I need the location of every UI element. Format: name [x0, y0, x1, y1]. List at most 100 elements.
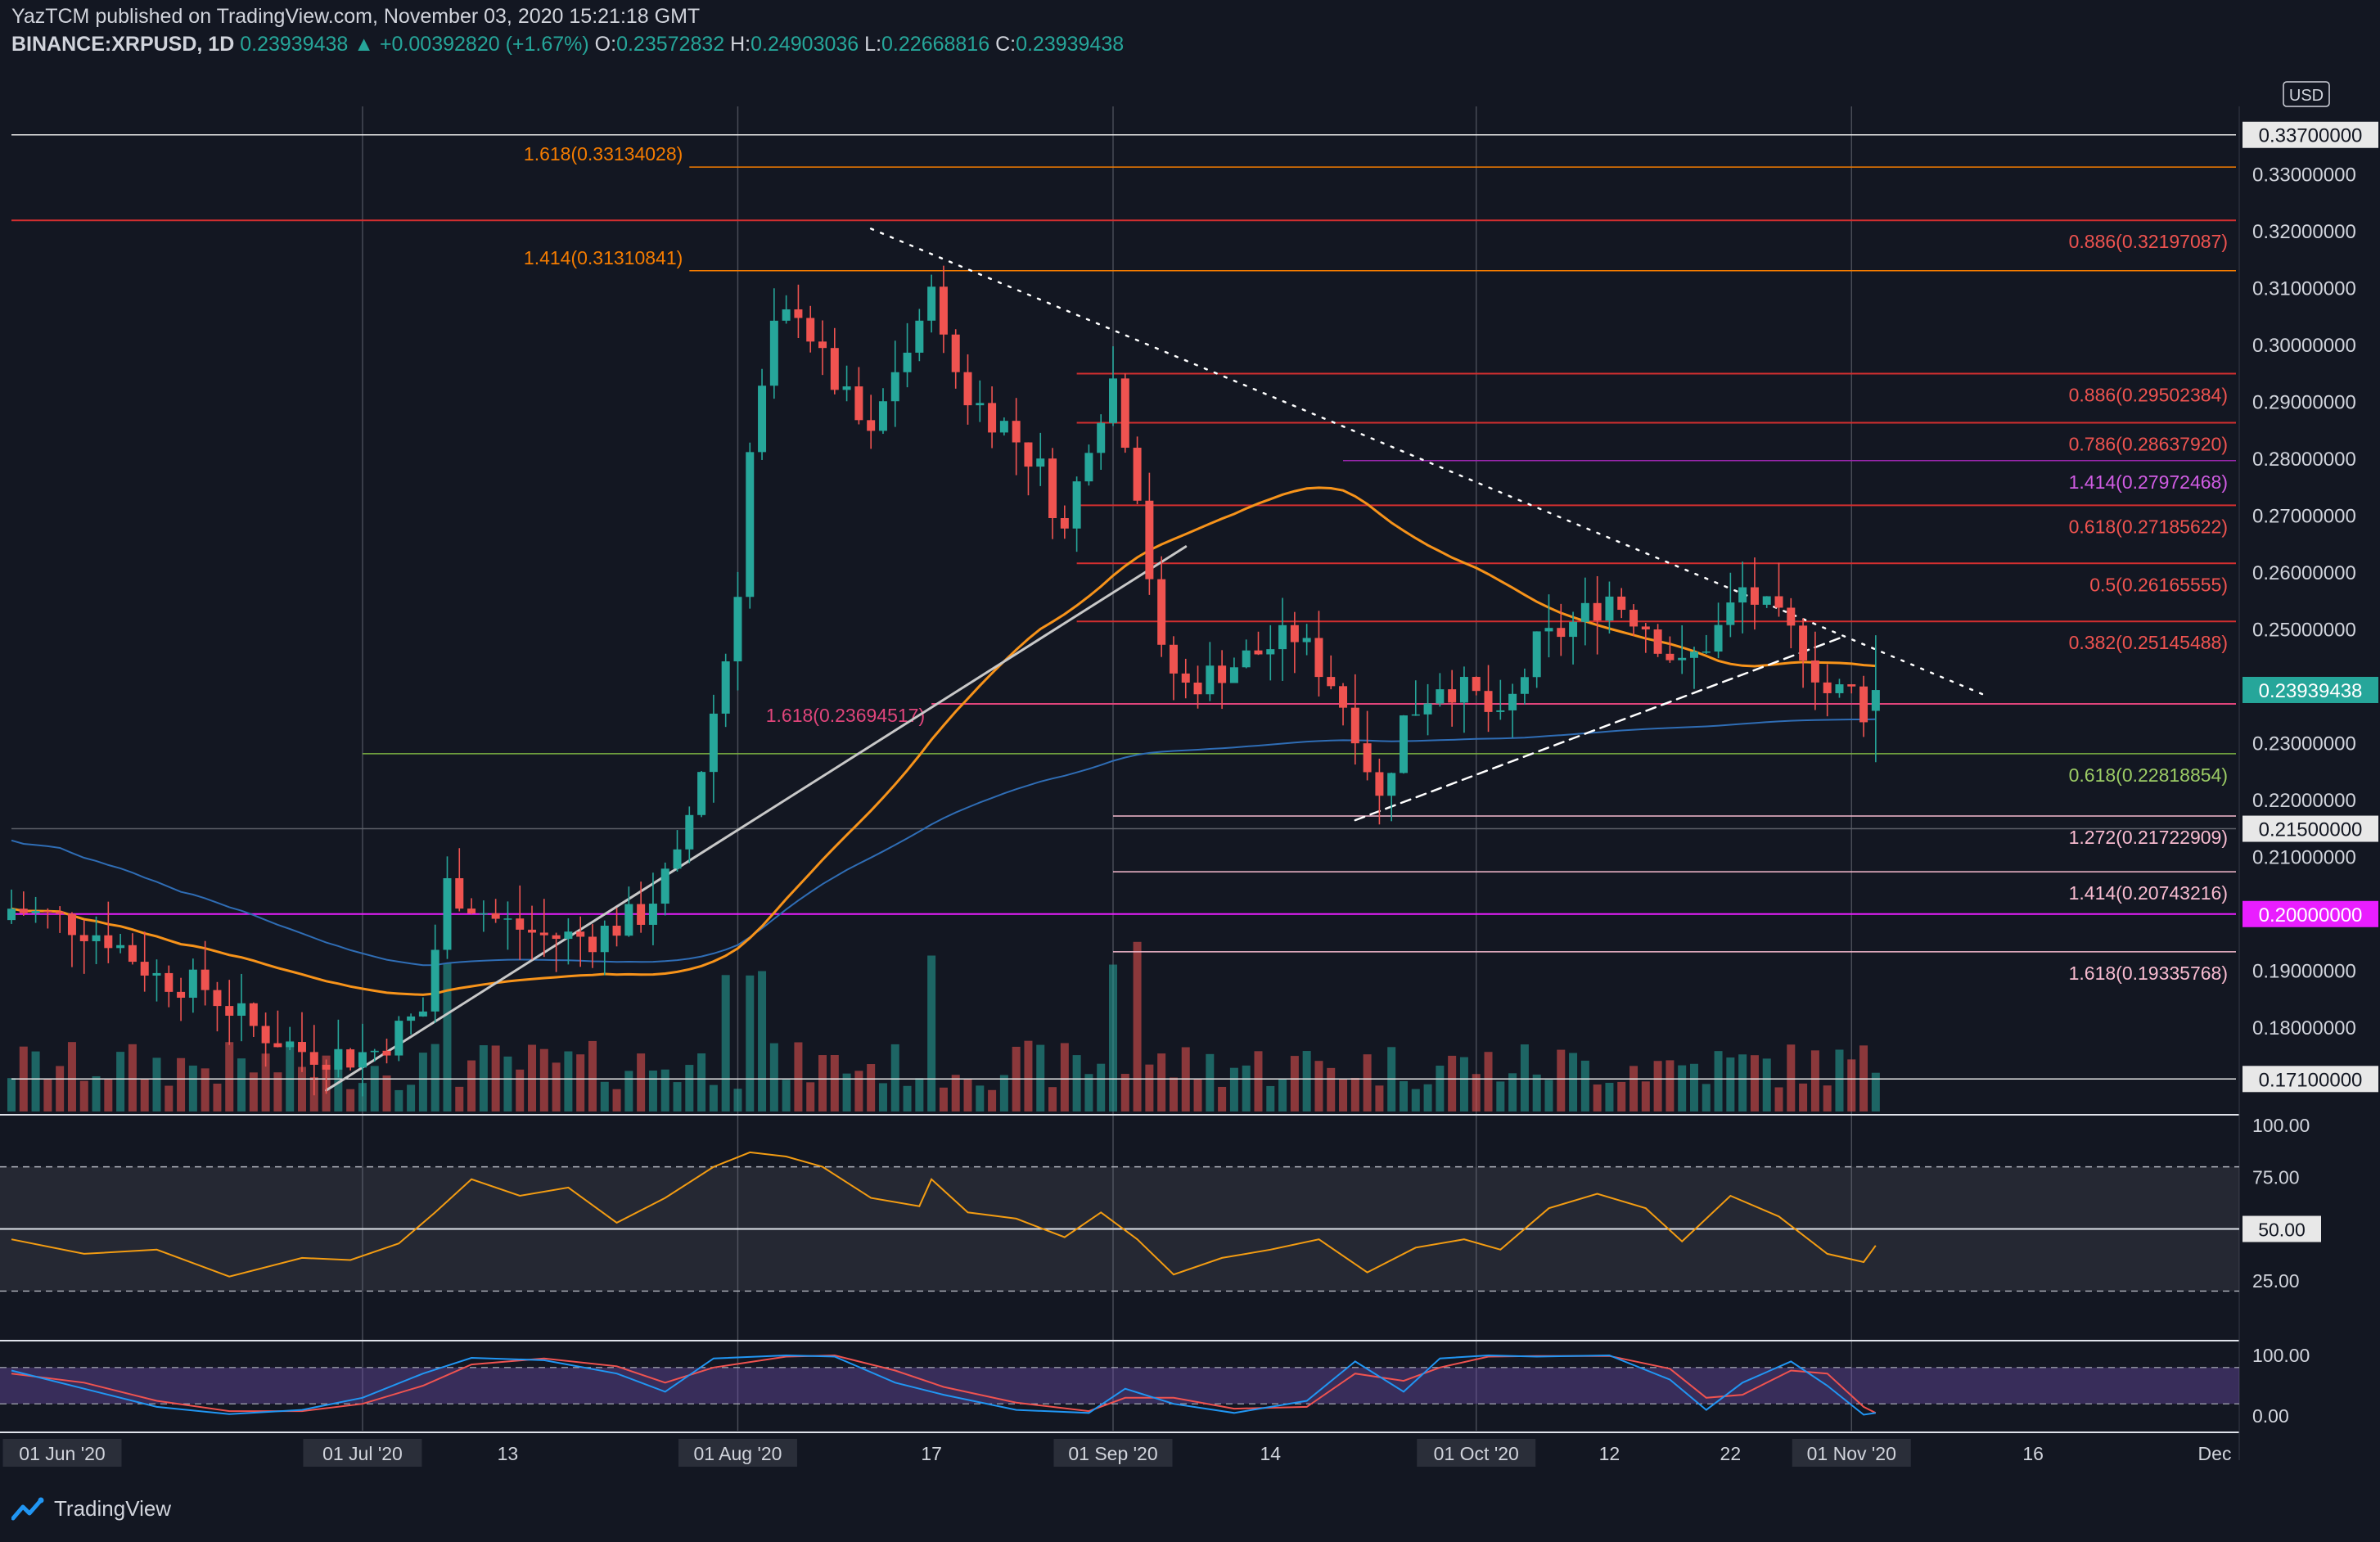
candle-body — [407, 1017, 415, 1021]
volume-bar — [915, 1078, 923, 1111]
tradingview-logo[interactable]: TradingView — [11, 1496, 171, 1522]
open-value: 0.23572832 — [616, 33, 724, 56]
candle-body — [661, 868, 669, 904]
candle-body — [1291, 625, 1299, 642]
candle-body — [1424, 703, 1432, 714]
volume-bar — [1763, 1058, 1771, 1111]
publish-info: YazTCM published on TradingView.com, Nov… — [11, 5, 700, 29]
price-tick-label: 0.29000000 — [2252, 391, 2356, 413]
volume-bar — [7, 1078, 16, 1111]
candle-body — [1084, 453, 1093, 481]
candle-body — [624, 904, 633, 936]
candle-body — [1629, 610, 1638, 626]
volume-bar — [237, 1058, 246, 1111]
volume-bar — [1557, 1050, 1565, 1111]
candle-body — [32, 911, 40, 913]
candle-body — [358, 1052, 367, 1067]
volume-bar — [68, 1042, 76, 1111]
volume-bar — [1036, 1045, 1044, 1111]
volume-bar — [1048, 1087, 1057, 1111]
volume-bar — [92, 1076, 101, 1111]
volume-bar — [286, 1041, 294, 1111]
time-tick-label: 12 — [1599, 1443, 1620, 1464]
symbol-name[interactable]: BINANCE:XRPUSD, 1D — [11, 33, 234, 56]
candle-body — [1448, 689, 1456, 702]
candle-body — [104, 936, 112, 949]
candle-body — [250, 1003, 258, 1026]
candle-body — [964, 372, 972, 405]
candle-body — [782, 309, 791, 321]
candle-body — [1702, 652, 1711, 653]
volume-bar — [467, 1061, 476, 1111]
volume-bar — [104, 1079, 112, 1111]
stoch-band — [0, 1368, 2239, 1404]
volume-bar — [1726, 1057, 1734, 1111]
candle-body — [576, 931, 584, 936]
volume-bar — [1472, 1074, 1481, 1111]
volume-bar — [141, 1079, 149, 1111]
volume-bar — [1654, 1061, 1662, 1111]
candle-body — [1000, 421, 1008, 432]
candle-body — [843, 386, 851, 390]
candle-body — [1617, 597, 1625, 610]
candle-body — [1557, 628, 1565, 637]
low-label: L: — [864, 33, 881, 56]
candle-body — [68, 914, 76, 936]
time-tick-label: 01 Nov '20 — [1807, 1443, 1896, 1464]
candle-body — [613, 926, 621, 936]
volume-bar — [1460, 1057, 1468, 1111]
volume-bar — [1666, 1060, 1674, 1111]
candle-body — [431, 950, 439, 1012]
stoch-tick-label: 0.00 — [2252, 1405, 2289, 1427]
candle-body — [286, 1042, 294, 1047]
candle-body — [904, 353, 912, 372]
brand-name: TradingView — [54, 1496, 171, 1522]
volume-bar — [806, 1082, 814, 1111]
fib-level-label: 0.618(0.22818854) — [2069, 764, 2228, 786]
candle-body — [867, 420, 875, 431]
candle-body — [758, 386, 766, 452]
volume-bar — [1073, 1055, 1081, 1111]
volume-bar — [1581, 1061, 1589, 1111]
candle-body — [189, 970, 197, 998]
volume-bar — [988, 1090, 996, 1111]
candle-body — [540, 932, 548, 935]
volume-bar — [733, 1089, 741, 1111]
candle-body — [794, 309, 802, 318]
candle-body — [443, 878, 451, 950]
price-tick-label: 0.33000000 — [2252, 164, 2356, 186]
volume-bar — [1799, 1084, 1807, 1111]
price-tick-label: 0.30000000 — [2252, 335, 2356, 357]
candle-body — [92, 936, 101, 941]
candle-body — [516, 918, 524, 930]
candle-body — [1751, 588, 1759, 605]
volume-bar — [1303, 1051, 1311, 1111]
candle-body — [588, 936, 597, 952]
volume-bar — [564, 1052, 572, 1111]
volume-bar — [273, 1072, 282, 1111]
candle-body — [1533, 631, 1541, 677]
last-price: 0.23939438 — [240, 33, 348, 56]
candle-body — [383, 1051, 391, 1056]
candle-body — [697, 772, 705, 815]
volume-bar — [540, 1049, 548, 1111]
volume-bar — [867, 1064, 875, 1111]
candle-body — [394, 1021, 403, 1055]
volume-bar — [394, 1090, 403, 1111]
fib-level-label: 0.886(0.32197087) — [2069, 231, 2228, 252]
candle-body — [1266, 649, 1274, 654]
volume-bar — [213, 1084, 221, 1111]
candle-body — [1872, 690, 1880, 710]
volume-bar — [758, 971, 766, 1111]
volume-bar — [1327, 1068, 1335, 1111]
time-tick-label: 16 — [2022, 1443, 2044, 1464]
time-tick-label: 01 Jul '20 — [322, 1443, 403, 1464]
volume-bar — [80, 1081, 88, 1111]
high-value: 0.24903036 — [751, 33, 859, 56]
rsi-tick-label: 50.00 — [2258, 1220, 2306, 1241]
candle-body — [746, 452, 754, 597]
volume-bar — [770, 1044, 778, 1111]
candle-body — [1351, 708, 1359, 743]
